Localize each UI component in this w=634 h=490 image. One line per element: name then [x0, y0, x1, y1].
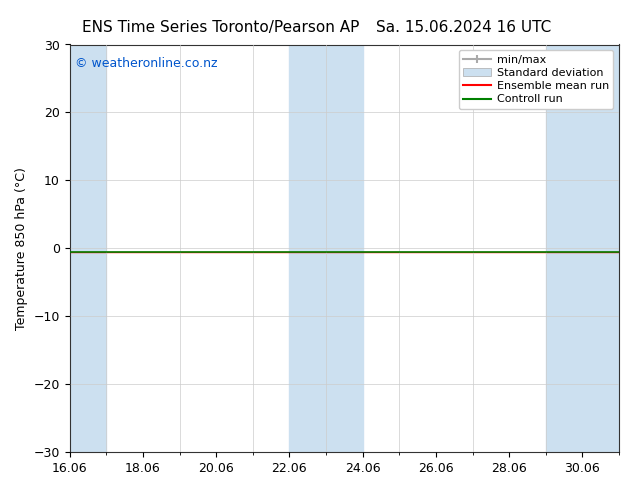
Text: ENS Time Series Toronto/Pearson AP: ENS Time Series Toronto/Pearson AP — [82, 20, 360, 35]
Y-axis label: Temperature 850 hPa (°C): Temperature 850 hPa (°C) — [15, 167, 28, 330]
Bar — [546, 45, 619, 452]
Text: © weatheronline.co.nz: © weatheronline.co.nz — [75, 57, 217, 70]
Legend: min/max, Standard deviation, Ensemble mean run, Controll run: min/max, Standard deviation, Ensemble me… — [459, 50, 614, 109]
Text: Sa. 15.06.2024 16 UTC: Sa. 15.06.2024 16 UTC — [377, 20, 552, 35]
Bar — [70, 45, 107, 452]
Bar — [289, 45, 363, 452]
